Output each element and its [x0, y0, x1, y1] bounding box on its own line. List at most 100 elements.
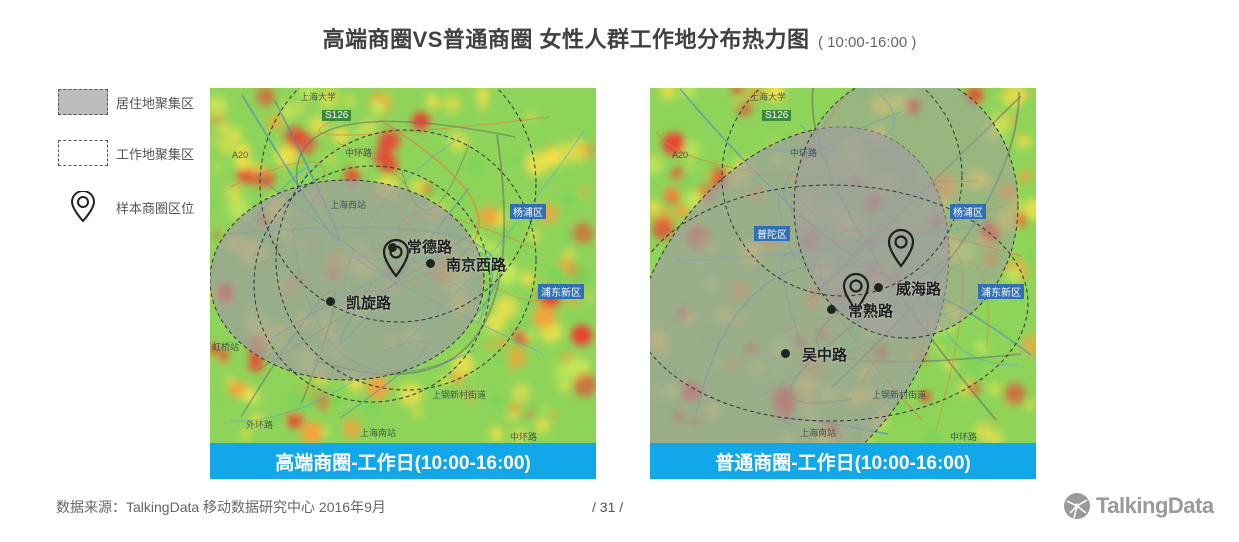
heat-spot — [1024, 198, 1036, 220]
map-label: 上海南站 — [800, 428, 837, 438]
heat-spot — [253, 186, 266, 199]
heat-spot — [968, 383, 980, 395]
heat-spot — [526, 410, 535, 419]
heat-spot — [476, 88, 489, 100]
map-label: S126 — [762, 110, 792, 121]
location-dot — [326, 297, 335, 306]
map-label: 浦东新区 — [538, 284, 584, 299]
heat-spot — [532, 305, 556, 329]
heat-spot — [988, 382, 1001, 395]
map-pin-icon — [887, 228, 915, 268]
heat-spot — [665, 187, 679, 202]
heat-spot — [580, 360, 591, 371]
heat-spot — [224, 184, 243, 203]
heat-spot — [580, 187, 589, 195]
page-number: / 31 / — [592, 499, 624, 515]
heat-spot — [210, 344, 219, 355]
place-label: 吴中路 — [802, 347, 848, 364]
logo-text: TalkingData — [1096, 493, 1214, 518]
heat-spot — [498, 226, 514, 241]
heat-spot — [731, 88, 743, 96]
heat-spot — [286, 391, 310, 414]
heat-spot — [241, 430, 251, 440]
heat-spot — [986, 429, 1005, 443]
heat-spot — [527, 400, 539, 413]
heat-spot — [1018, 170, 1032, 183]
heat-spot — [451, 353, 475, 376]
heat-spot — [320, 426, 330, 437]
heat-spot — [230, 127, 243, 140]
heat-spot — [1007, 267, 1022, 282]
map-label: 中环路 — [345, 148, 373, 158]
heat-spot — [525, 330, 536, 341]
heat-spot — [427, 96, 441, 110]
legend-work: 工作地聚集区 — [58, 139, 208, 167]
map-label: 中环路 — [510, 432, 538, 442]
heat-spot — [377, 153, 399, 174]
heatmap-regular: 上海大学 S126 A20 中环路 杨浦区 浦东新区 普陀区 上钢新村街道 上海… — [650, 88, 1036, 443]
heat-spot — [770, 88, 785, 98]
map-label: 杨浦区 — [950, 204, 986, 219]
heat-spot — [399, 382, 423, 407]
heat-spot — [571, 267, 592, 287]
heat-spot — [964, 350, 986, 372]
map-pin-icon — [842, 272, 870, 312]
heat-spot — [527, 112, 535, 120]
heat-spot — [507, 347, 527, 368]
heat-spot — [549, 411, 557, 419]
heat-spot — [298, 88, 315, 102]
heat-spot — [210, 194, 218, 209]
heat-spot — [286, 411, 304, 429]
place-label: 凯旋路 — [346, 295, 392, 312]
legend-residence-label: 居住地聚集区 — [116, 95, 195, 111]
title-main: 高端商圈VS普通商圈 女性人群工作地分布热力图 — [322, 27, 810, 52]
heat-spot — [674, 204, 689, 218]
heat-spot — [256, 88, 276, 107]
heat-spot — [283, 126, 306, 148]
heat-spot — [440, 376, 449, 385]
map-label: 杨浦区 — [510, 204, 546, 219]
heat-spot — [704, 183, 712, 191]
map-label: 浦东新区 — [978, 284, 1024, 299]
heat-spot — [677, 173, 698, 194]
heat-spot — [216, 394, 227, 404]
heat-spot — [707, 173, 714, 179]
heat-spot — [587, 293, 595, 301]
heat-spot — [571, 324, 592, 346]
heat-spot — [341, 418, 361, 438]
place-label: 威海路 — [896, 281, 942, 298]
page-title: 高端商圈VS普通商圈 女性人群工作地分布热力图 ( 10:00-16:00 ) — [0, 22, 1239, 54]
heat-spot — [563, 248, 576, 260]
title-sub: ( 10:00-16:00 ) — [818, 34, 917, 51]
heat-spot — [559, 191, 578, 210]
map-label: 上钢新村街道 — [872, 390, 927, 400]
heat-spot — [571, 222, 594, 245]
heat-spot — [384, 93, 392, 101]
heat-spot — [366, 376, 390, 400]
map-panel-premium: 上海大学 S126 A20 中环路 杨浦区 浦东新区 上海西站 虹桥站 上钢新村… — [210, 88, 596, 479]
heat-spot — [687, 162, 695, 170]
road-line — [318, 114, 551, 136]
heat-spot — [983, 413, 994, 424]
heat-spot — [734, 96, 744, 106]
heat-spot — [323, 95, 331, 104]
heat-spot — [511, 383, 530, 403]
heat-spot — [252, 435, 260, 442]
heat-spot — [511, 428, 527, 443]
heat-spot — [508, 402, 522, 416]
heat-spot — [477, 98, 488, 110]
heat-spot — [1004, 383, 1026, 405]
heat-spot — [534, 417, 551, 434]
heat-spot — [452, 129, 460, 137]
place-label: 南京西路 — [446, 257, 507, 274]
heat-spot — [216, 121, 231, 136]
heat-spot — [486, 392, 504, 410]
map-label: 上海南站 — [360, 428, 397, 438]
map-label: 中环路 — [790, 148, 818, 158]
location-dot — [827, 305, 836, 314]
heat-spot — [236, 143, 250, 157]
heat-spot — [336, 423, 345, 433]
heat-spot — [1006, 401, 1013, 408]
legend-work-label: 工作地聚集区 — [116, 146, 195, 162]
location-dot — [781, 349, 790, 358]
